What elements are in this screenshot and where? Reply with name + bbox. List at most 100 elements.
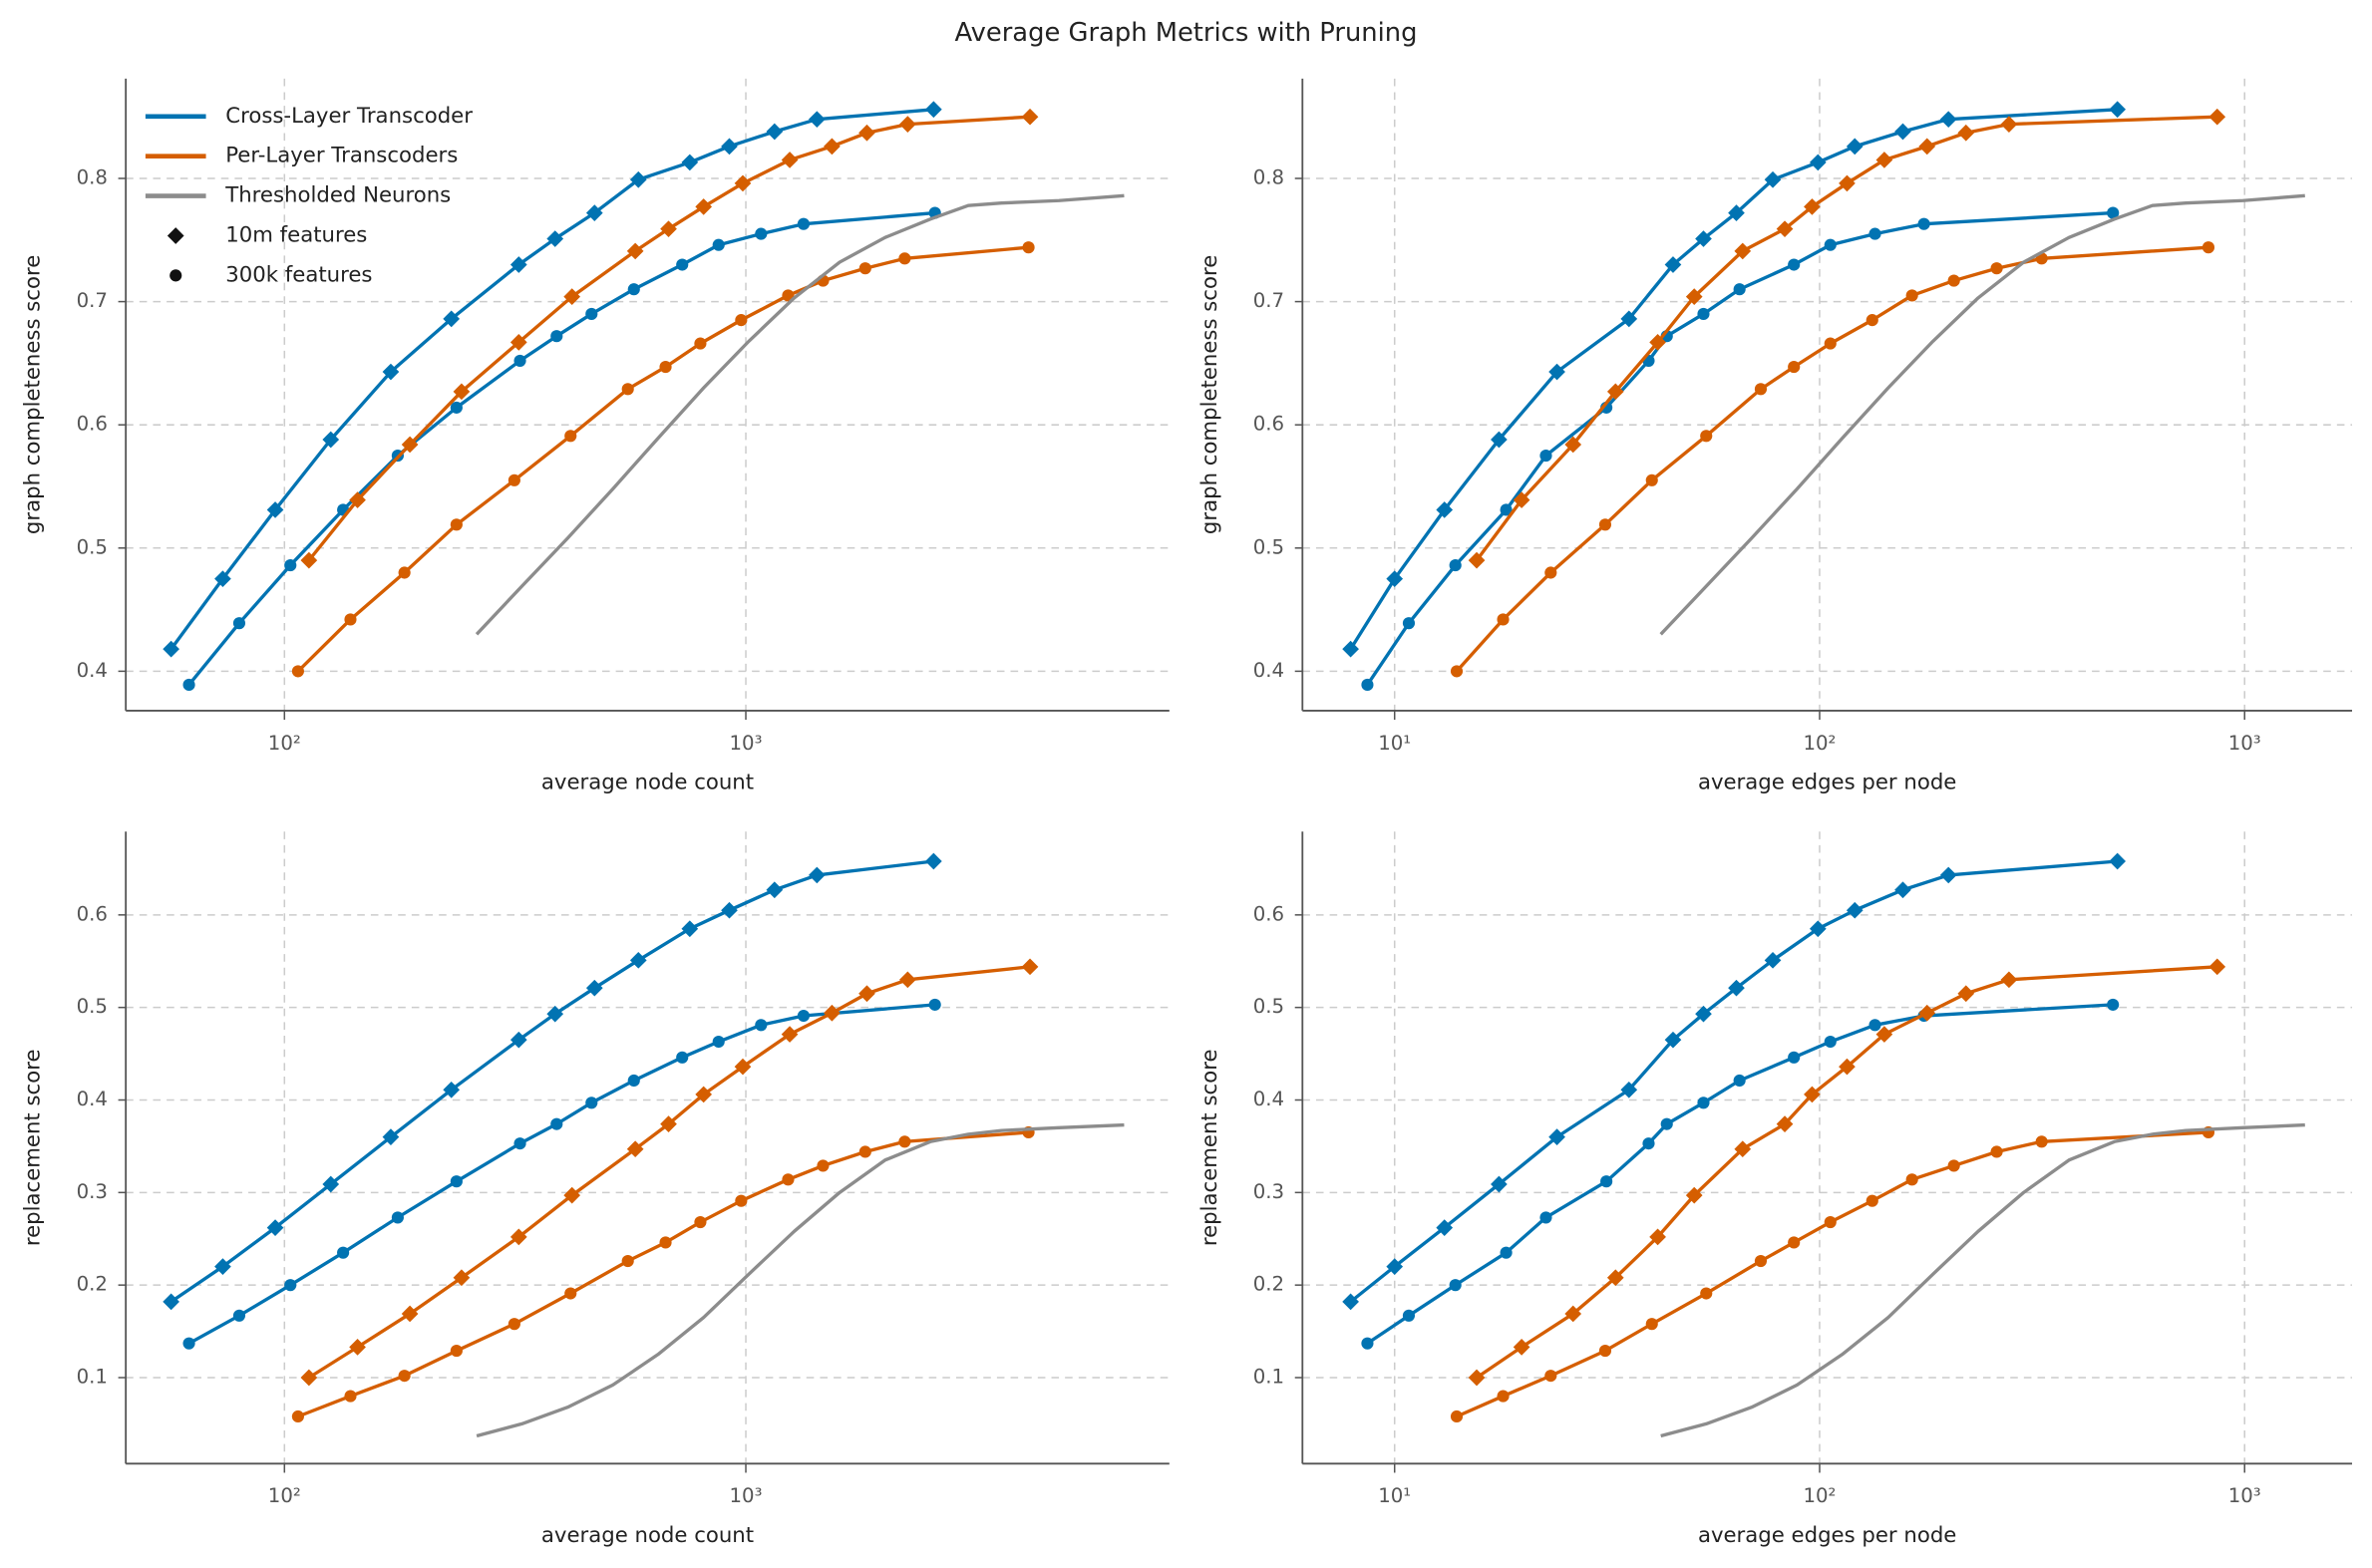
diamond-marker — [734, 174, 752, 192]
diamond-marker — [1804, 1086, 1821, 1103]
circle-marker — [627, 283, 640, 296]
x-tick-label: 10³ — [2228, 732, 2261, 755]
diamond-marker — [1918, 1004, 1936, 1022]
circle-marker — [627, 1074, 640, 1088]
diamond-marker — [1839, 174, 1856, 192]
y-tick-label: 0.1 — [77, 1366, 108, 1389]
series-line — [476, 1122, 1125, 1438]
diamond-marker — [1804, 198, 1821, 215]
diamond-marker — [808, 866, 826, 884]
diamond-marker — [2000, 116, 2018, 133]
y-tick-label: 0.2 — [1253, 1273, 1284, 1296]
circle-marker — [1947, 1159, 1960, 1172]
circle-marker — [694, 1215, 707, 1229]
circle-marker — [232, 1309, 246, 1322]
circle-marker — [1990, 1145, 2003, 1158]
circle-marker — [1865, 314, 1878, 327]
diamond-marker — [1728, 204, 1745, 221]
diamond-marker — [214, 1258, 231, 1275]
circle-marker — [1788, 258, 1801, 271]
diamond-marker — [322, 431, 340, 449]
circle-marker — [1788, 1051, 1801, 1064]
circle-marker — [1660, 1117, 1673, 1130]
legend-label: 300k features — [225, 262, 372, 287]
diamond-marker — [1564, 436, 1582, 454]
diamond-marker — [214, 570, 231, 588]
diamond-marker — [899, 116, 916, 133]
circle-marker — [712, 1035, 725, 1049]
series-line — [1366, 1003, 2114, 1346]
diamond-marker — [1734, 242, 1752, 260]
circle-marker — [1733, 1074, 1746, 1088]
diamond-marker — [1695, 230, 1712, 247]
diamond-marker — [695, 198, 713, 215]
circle-marker — [513, 1137, 526, 1150]
x-tick-label: 10³ — [730, 732, 763, 755]
legend-label: Thresholded Neurons — [224, 183, 451, 208]
diamond-marker — [660, 220, 677, 238]
series-line — [1476, 965, 2217, 1380]
diamond-marker — [1342, 640, 1359, 658]
series-line — [307, 965, 1031, 1380]
x-tick-label: 10² — [268, 732, 301, 755]
diamond-marker — [1957, 985, 1975, 1003]
diamond-marker — [2208, 108, 2226, 126]
circle-marker — [450, 1345, 463, 1358]
circle-marker — [1868, 227, 1881, 240]
circle-marker — [1598, 1345, 1612, 1358]
diamond-marker — [1939, 866, 1957, 884]
y-tick-label: 0.1 — [1253, 1366, 1284, 1389]
circle-marker — [782, 289, 795, 302]
y-tick-label: 0.8 — [77, 165, 108, 188]
x-axis-label: average node count — [541, 771, 754, 795]
diamond-marker — [629, 170, 647, 188]
y-tick-label: 0.6 — [77, 902, 108, 925]
x-tick-label: 10² — [268, 1484, 301, 1507]
y-tick-label: 0.5 — [77, 995, 108, 1018]
circle-marker — [1990, 262, 2003, 275]
y-tick-label: 0.5 — [1253, 535, 1284, 558]
circle-marker — [1697, 307, 1710, 321]
y-axis-label: graph completeness score — [1197, 255, 1222, 534]
diamond-marker — [925, 852, 942, 870]
y-tick-label: 0.4 — [77, 659, 108, 682]
y-tick-label: 0.3 — [77, 1180, 108, 1203]
circle-marker — [391, 1211, 404, 1224]
circle-marker — [898, 1135, 911, 1148]
circle-marker — [928, 998, 941, 1011]
circle-marker — [1645, 1318, 1658, 1331]
diamond-marker — [401, 436, 419, 454]
y-tick-label: 0.2 — [77, 1273, 108, 1296]
diamond-marker — [1491, 1175, 1508, 1193]
circle-marker — [182, 1337, 195, 1350]
circle-marker — [1700, 1287, 1713, 1300]
circle-marker — [1788, 361, 1801, 374]
x-tick-label: 10¹ — [1378, 1484, 1411, 1507]
diamond-marker — [443, 1081, 461, 1098]
circle-marker — [337, 1246, 350, 1259]
circle-marker — [1449, 559, 1462, 572]
circle-marker — [550, 330, 563, 343]
diamond-marker — [300, 1369, 318, 1387]
circle-marker — [1500, 1246, 1513, 1259]
circle-marker — [797, 1009, 811, 1023]
circle-marker — [450, 1175, 463, 1188]
diamond-marker — [681, 920, 699, 938]
circle-marker — [2107, 998, 2120, 1011]
circle-marker — [1544, 1370, 1557, 1383]
diamond-marker — [585, 204, 603, 221]
circle-marker — [817, 1159, 830, 1172]
circle-marker — [1865, 1194, 1878, 1207]
diamond-marker — [2109, 852, 2126, 870]
circle-marker — [585, 307, 598, 321]
diamond-marker — [1606, 1269, 1624, 1287]
circle-marker — [621, 383, 634, 396]
y-axis-label: replacement score — [21, 1049, 46, 1246]
diamond-marker — [781, 152, 799, 168]
circle-marker — [1700, 430, 1713, 443]
diamond-marker — [1695, 1005, 1712, 1023]
circle-marker — [694, 337, 707, 350]
y-tick-label: 0.6 — [1253, 413, 1284, 436]
series-line — [1659, 193, 2305, 636]
diamond-marker — [681, 154, 699, 171]
